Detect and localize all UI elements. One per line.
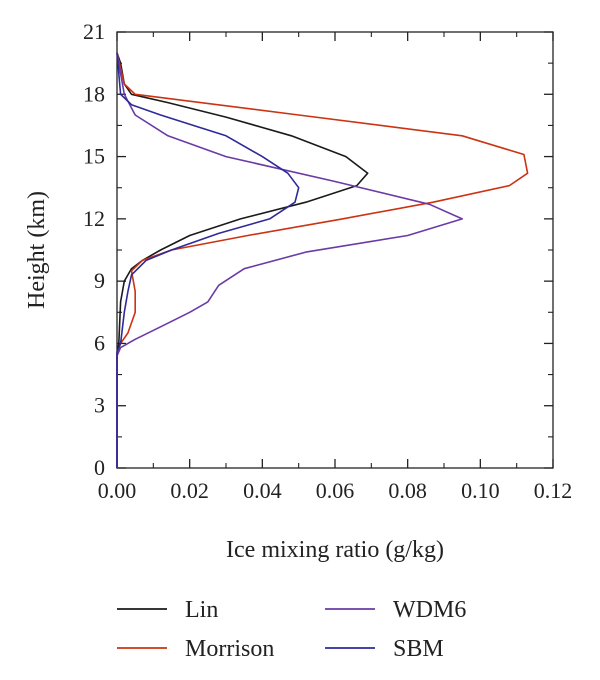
plot-frame [116,31,554,469]
y-tick-label: 9 [94,268,105,293]
y-tick-label: 12 [83,206,105,231]
y-tick-label: 15 [83,144,105,169]
y-tick-label: 21 [83,19,105,44]
legend-label-wdm6: WDM6 [393,597,466,623]
series-line-lin [116,52,369,468]
legend-label-morrison: Morrison [185,636,274,662]
x-tick-label: 0.12 [534,478,573,503]
legend: Lin WDM6 Morrison SBM [117,597,466,662]
legend-label-lin: Lin [185,597,218,623]
x-tick-label: 0.10 [461,478,500,503]
x-tick-label: 0.00 [98,478,137,503]
y-tick-label: 18 [83,81,105,106]
y-tick-label: 0 [94,455,105,480]
x-tick-label: 0.08 [388,478,427,503]
x-tick-label: 0.06 [316,478,355,503]
y-tick-label: 3 [94,393,105,418]
x-tick-label: 0.02 [170,478,209,503]
x-axis-title: Ice mixing ratio (g/kg) [226,537,444,563]
legend-label-sbm: SBM [393,636,444,662]
series-line-morrison [116,52,529,468]
x-tick-label: 0.04 [243,478,282,503]
series-line-sbm [116,52,300,468]
series-line-wdm6 [116,52,464,468]
y-axis-title: Height (km) [24,191,50,309]
y-tick-label: 6 [94,330,105,355]
